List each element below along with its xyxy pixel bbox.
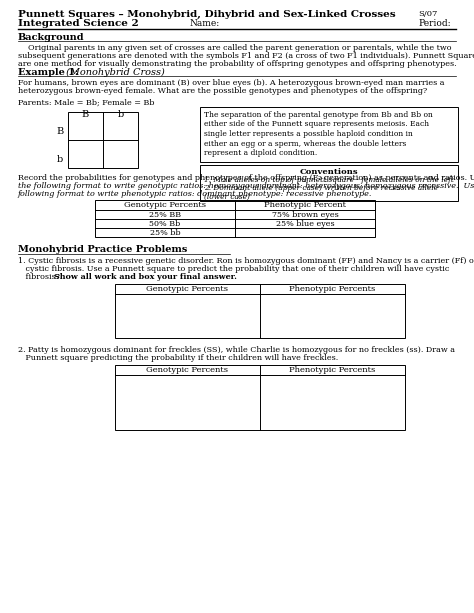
- Text: (lower case): (lower case): [204, 193, 250, 201]
- Text: fibrosis?: fibrosis?: [18, 273, 63, 281]
- Text: 50% Bb: 50% Bb: [149, 220, 181, 228]
- Text: Original parents in any given set of crosses are called the parent generation or: Original parents in any given set of cro…: [18, 44, 452, 52]
- Text: Record the probabilities for genotypes and phenotypes of the offspring (F₂ gener: Record the probabilities for genotypes a…: [18, 174, 474, 182]
- Bar: [200, 165, 458, 201]
- Text: Phenotypic Percent: Phenotypic Percent: [264, 201, 346, 209]
- Text: 25% bb: 25% bb: [150, 229, 180, 237]
- Text: 2. Patty is homozygous dominant for freckles (SS), while Charlie is homozygous f: 2. Patty is homozygous dominant for frec…: [18, 346, 455, 354]
- Text: cystic fibrosis. Use a Punnett square to predict the probability that one of the: cystic fibrosis. Use a Punnett square to…: [18, 265, 449, 273]
- Bar: [68, 112, 138, 168]
- Text: either an egg or a sperm, whereas the double letters: either an egg or a sperm, whereas the do…: [204, 140, 406, 148]
- Text: Monohybrid Practice Problems: Monohybrid Practice Problems: [18, 245, 187, 254]
- Text: S/07: S/07: [418, 10, 438, 18]
- Text: 25% blue eyes: 25% blue eyes: [276, 220, 334, 228]
- Text: Punnett Squares – Monohybrid, Dihybrid and Sex-Linked Crosses: Punnett Squares – Monohybrid, Dihybrid a…: [18, 10, 396, 19]
- Text: Background: Background: [18, 33, 85, 42]
- Text: Phenotypic Percents: Phenotypic Percents: [289, 285, 375, 293]
- Text: Parents: Male = Bb; Female = Bb: Parents: Male = Bb; Female = Bb: [18, 99, 155, 107]
- Text: Punnett square predicting the probability if their children will have freckles.: Punnett square predicting the probabilit…: [18, 354, 338, 362]
- Text: 1. Cystic fibrosis is a recessive genetic disorder. Ron is homozygous dominant (: 1. Cystic fibrosis is a recessive geneti…: [18, 257, 474, 265]
- Text: (Monohybrid Cross): (Monohybrid Cross): [63, 68, 165, 77]
- Text: following format to write phenotypic ratios: dominant phenotype: recessive pheno: following format to write phenotypic rat…: [18, 190, 373, 198]
- Text: Show all work and box your final answer.: Show all work and box your final answer.: [54, 273, 237, 281]
- Text: the following format to write genotypic ratios: homozygous dominant: heterozygou: the following format to write genotypic …: [18, 182, 474, 190]
- Text: b: b: [118, 110, 124, 119]
- Bar: [115, 284, 405, 338]
- Text: Name:: Name:: [190, 19, 220, 28]
- Text: 1. Male alleles on top of punnett square - female alleles on the left: 1. Male alleles on top of punnett square…: [204, 176, 454, 184]
- Text: Period:: Period:: [418, 19, 451, 28]
- Text: b: b: [57, 154, 63, 164]
- Text: 75% brown eyes: 75% brown eyes: [272, 211, 338, 219]
- Text: 25% BB: 25% BB: [149, 211, 181, 219]
- Text: Example 1:: Example 1:: [18, 68, 78, 77]
- Text: Genotypic Percents: Genotypic Percents: [124, 201, 206, 209]
- Text: The separation of the parental genotype from Bb and Bb on: The separation of the parental genotype …: [204, 111, 433, 119]
- Text: Conventions: Conventions: [300, 168, 358, 176]
- Text: represent a diploid condition.: represent a diploid condition.: [204, 149, 317, 157]
- Text: single letter represents a possible haploid condition in: single letter represents a possible hapl…: [204, 130, 413, 138]
- Text: Phenotypic Percents: Phenotypic Percents: [289, 366, 375, 374]
- Text: subsequent generations are denoted with the symbols F1 and F2 (a cross of two F1: subsequent generations are denoted with …: [18, 52, 474, 60]
- Text: B: B: [82, 110, 89, 119]
- Bar: [95, 200, 375, 237]
- Text: Integrated Science 2: Integrated Science 2: [18, 19, 139, 28]
- Bar: [115, 365, 405, 430]
- Text: either side of the Punnett square represents meiosis. Each: either side of the Punnett square repres…: [204, 121, 429, 129]
- Text: B: B: [56, 126, 64, 135]
- Bar: [200, 107, 458, 162]
- Text: are one method for visually demonstrating the probability of offspring genotypes: are one method for visually demonstratin…: [18, 60, 456, 68]
- Text: heterozygous brown-eyed female. What are the possible genotypes and phenotypes o: heterozygous brown-eyed female. What are…: [18, 87, 427, 95]
- Text: 2. Dominant allele (upper case) written before recessive allele: 2. Dominant allele (upper case) written …: [204, 185, 438, 192]
- Text: Genotypic Percents: Genotypic Percents: [146, 285, 228, 293]
- Text: For humans, brown eyes are dominant (B) over blue eyes (b). A heterozygous brown: For humans, brown eyes are dominant (B) …: [18, 79, 445, 87]
- Text: Genotypic Percents: Genotypic Percents: [146, 366, 228, 374]
